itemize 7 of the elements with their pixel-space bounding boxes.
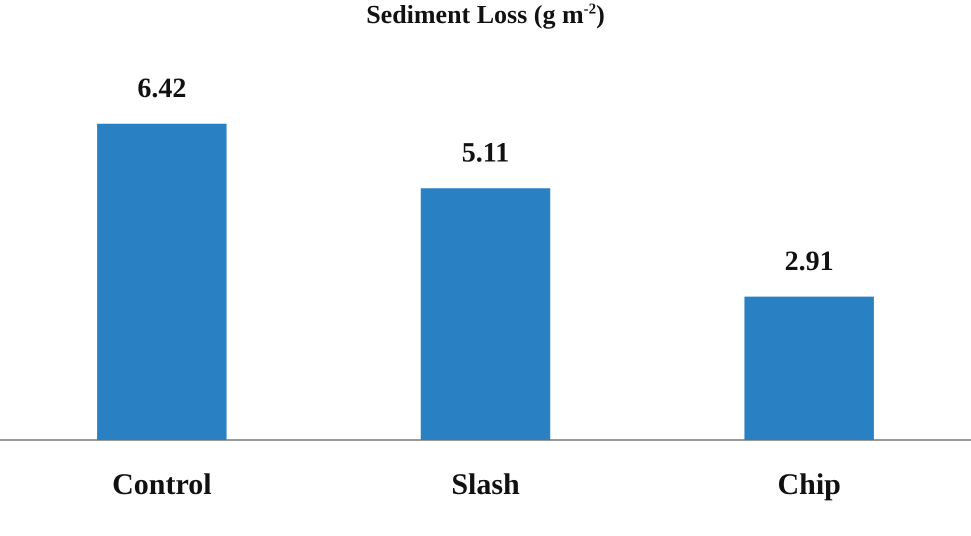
data-label: 5.11 <box>462 138 510 169</box>
data-label: 2.91 <box>784 246 834 277</box>
data-label: 6.42 <box>137 72 186 104</box>
x-tick-label: Control <box>112 468 212 501</box>
x-tick-label: Chip <box>777 468 841 501</box>
chart-title: Sediment Loss (g m$^{-2}$) <box>365 0 606 31</box>
x-tick-label: Slash <box>451 468 520 501</box>
